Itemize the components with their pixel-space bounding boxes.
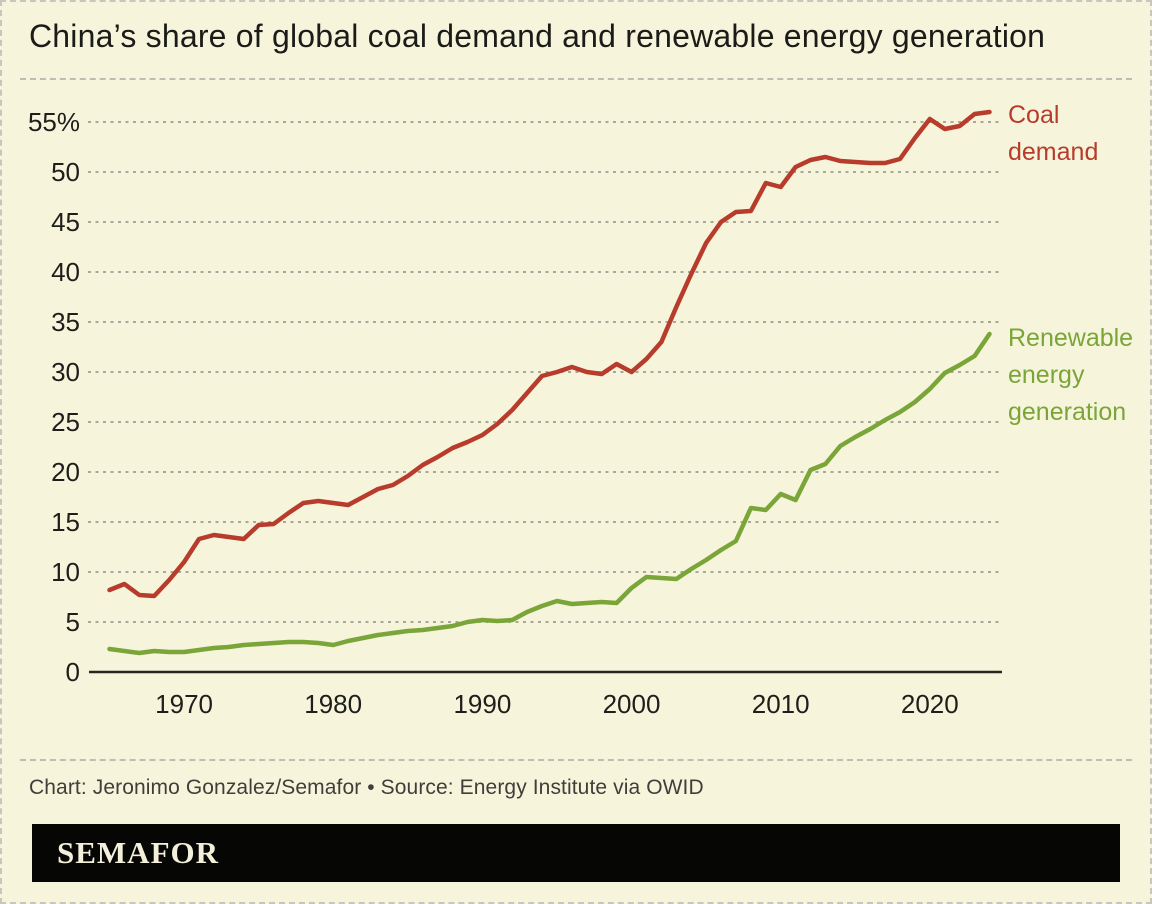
x-tick-label: 1980	[304, 689, 362, 719]
y-tick-label: 20	[51, 457, 80, 487]
y-tick-label: 45	[51, 207, 80, 237]
x-tick-label: 2000	[603, 689, 661, 719]
y-tick-label: 35	[51, 307, 80, 337]
title-divider	[20, 78, 1132, 80]
y-tick-label: 25	[51, 407, 80, 437]
footer-divider	[20, 759, 1132, 761]
renewable-energy-generation-label: Renewable energy generation	[1008, 324, 1133, 426]
x-tick-label: 2010	[752, 689, 810, 719]
y-tick-label: 0	[66, 657, 80, 687]
chart-title: China’s share of global coal demand and …	[29, 18, 1046, 54]
chart-credit: Chart: Jeronimo Gonzalez/Semafor • Sourc…	[29, 776, 704, 799]
coal-demand-line	[107, 109, 992, 599]
y-tick-label: 40	[51, 257, 80, 287]
y-tick-label: 10	[51, 557, 80, 587]
y-tick-label: 55%	[28, 107, 80, 137]
y-tick-label: 5	[66, 607, 80, 637]
semafor-logo-wordmark: SEMAFOR	[57, 835, 219, 870]
y-tick-label: 30	[51, 357, 80, 387]
x-tick-label: 1970	[155, 689, 213, 719]
coal-demand-label: Coal demand	[1008, 101, 1098, 166]
semafor-logo-bar: SEMAFOR	[32, 824, 1120, 882]
y-tick-label: 50	[51, 157, 80, 187]
y-tick-label: 15	[51, 507, 80, 537]
x-tick-label: 2020	[901, 689, 959, 719]
renewable-energy-generation-line	[107, 331, 992, 656]
x-tick-label: 1990	[453, 689, 511, 719]
